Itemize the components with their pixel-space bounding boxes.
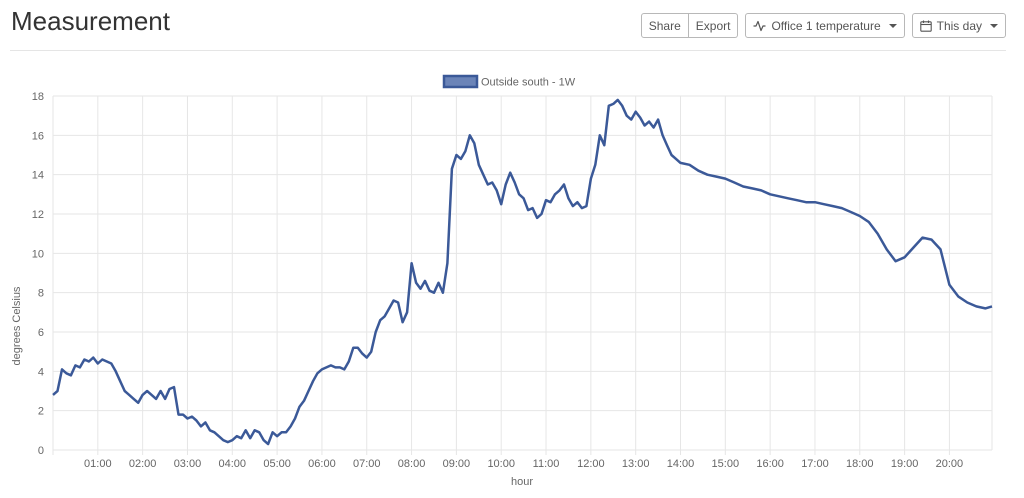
header-divider bbox=[10, 50, 1006, 51]
activity-icon bbox=[753, 20, 766, 31]
legend: Outside south - 1W bbox=[442, 74, 576, 89]
x-tick-label: 05:00 bbox=[263, 458, 291, 470]
x-tick-label: 08:00 bbox=[398, 458, 426, 470]
y-axis-ticks: 0 2 4 6 8 10 12 14 16 18 bbox=[32, 91, 44, 457]
y-tick-label: 12 bbox=[32, 209, 44, 221]
temperature-chart: 0 2 4 6 8 10 12 14 16 18 01:00 02:00 03:00 04:00 05:0… bbox=[11, 74, 993, 488]
x-tick-label: 13:00 bbox=[622, 458, 650, 470]
y-tick-label: 2 bbox=[38, 406, 44, 418]
date-range-label: This day bbox=[936, 18, 982, 33]
x-tick-label: 11:00 bbox=[533, 458, 560, 470]
x-axis-label: hour bbox=[511, 476, 533, 488]
legend-swatch bbox=[442, 74, 479, 89]
y-axis-label: degrees Celsius bbox=[11, 286, 23, 365]
calendar-icon bbox=[919, 20, 932, 32]
grid bbox=[52, 95, 993, 455]
y-tick-label: 4 bbox=[38, 366, 44, 378]
export-button[interactable]: Export bbox=[688, 13, 739, 38]
y-tick-label: 14 bbox=[32, 170, 44, 182]
y-tick-label: 10 bbox=[32, 248, 44, 260]
x-tick-label: 14:00 bbox=[667, 458, 695, 470]
date-range-button[interactable]: This day bbox=[911, 13, 1006, 38]
x-tick-label: 16:00 bbox=[756, 458, 784, 470]
legend-label: Outside south - 1W bbox=[481, 77, 576, 89]
x-tick-label: 02:00 bbox=[129, 458, 157, 470]
x-tick-label: 01:00 bbox=[84, 458, 112, 470]
y-tick-label: 8 bbox=[38, 288, 44, 300]
x-axis-ticks: 01:00 02:00 03:00 04:00 05:00 06:00 07:00 08:00… bbox=[84, 458, 963, 470]
x-tick-label: 20:00 bbox=[936, 458, 964, 470]
page-title: Measurement bbox=[11, 6, 170, 36]
y-tick-label: 6 bbox=[38, 327, 44, 339]
y-tick-label: 0 bbox=[38, 445, 44, 457]
x-tick-label: 06:00 bbox=[308, 458, 336, 470]
share-export-group: Share Export bbox=[640, 13, 739, 38]
series-line-outside-south bbox=[52, 98, 993, 446]
x-tick-label: 12:00 bbox=[577, 458, 605, 470]
toolbar: Share Export Office 1 temperature This d… bbox=[640, 13, 1006, 38]
x-tick-label: 15:00 bbox=[712, 458, 740, 470]
y-tick-label: 18 bbox=[32, 91, 44, 103]
chevron-down-icon bbox=[888, 23, 897, 28]
sensor-select-button[interactable]: Office 1 temperature bbox=[745, 13, 905, 38]
x-tick-label: 17:00 bbox=[801, 458, 829, 470]
chart-area: 0 2 4 6 8 10 12 14 16 18 01:00 02:00 03:00 04:00 05:0… bbox=[0, 60, 1024, 493]
x-tick-label: 04:00 bbox=[219, 458, 247, 470]
x-tick-label: 10:00 bbox=[487, 458, 515, 470]
y-tick-label: 16 bbox=[32, 130, 44, 142]
x-tick-label: 03:00 bbox=[174, 458, 202, 470]
x-tick-label: 18:00 bbox=[846, 458, 874, 470]
x-tick-label: 07:00 bbox=[353, 458, 381, 470]
chevron-down-icon bbox=[990, 23, 998, 28]
x-tick-label: 19:00 bbox=[891, 458, 919, 470]
sensor-select-label: Office 1 temperature bbox=[771, 18, 881, 33]
share-button[interactable]: Share bbox=[640, 13, 689, 38]
x-tick-label: 09:00 bbox=[443, 458, 471, 470]
